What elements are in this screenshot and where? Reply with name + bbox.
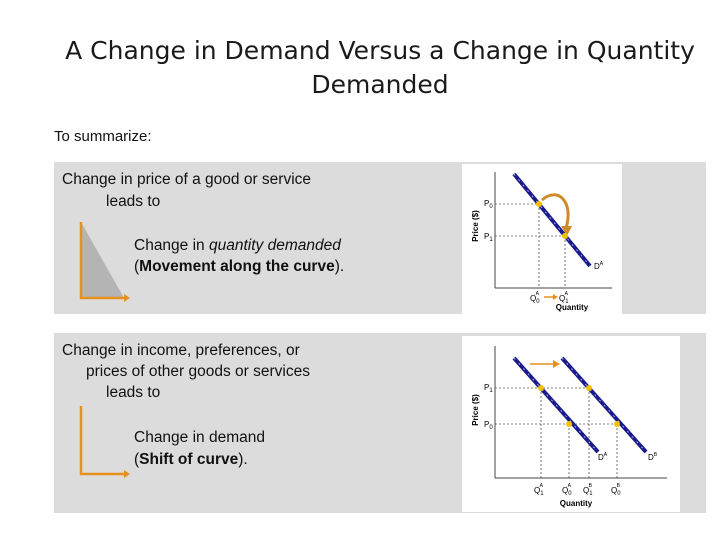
q0a-label: Q0A (562, 483, 572, 497)
movement-along-curve-graph: Price ($) Quantity P0 P1 Q0A Q1A DA (462, 164, 622, 314)
x-axis-label: Quantity (556, 303, 589, 312)
point-p0-q0 (536, 201, 542, 207)
point-a-p1 (538, 385, 544, 391)
y-axis-label: Price ($) (471, 210, 480, 242)
demand-shift-line-2: prices of other goods or services (86, 363, 310, 380)
p0-label: P0 (484, 420, 493, 431)
q1a-label: Q1A (534, 483, 544, 497)
q0a-label: Q0A (530, 291, 540, 305)
p1-label: P1 (484, 383, 493, 394)
q0b-label: Q0B (611, 483, 621, 497)
shift-of-curve-graph: Price ($) Quantity P1 P0 Q1A Q0A Q1B Q0B… (462, 336, 680, 512)
p1-label: P1 (484, 232, 493, 243)
p0-label: P0 (484, 199, 493, 210)
movement-along-curve-line: (Movement along the curve). (134, 258, 345, 275)
price-change-line-1: Change in price of a good or service (62, 171, 312, 188)
title-line-1: A Change in Demand Versus a Change in Qu… (65, 36, 695, 65)
shift-of-curve-line: (Shift of curve). (134, 451, 248, 468)
demand-curve-b-label: DB (648, 452, 658, 462)
quantity-demanded-line: Change in quantity demanded (134, 237, 341, 254)
demand-curve-a-label: DA (598, 452, 608, 462)
corner-arrow-icon (79, 406, 130, 478)
summary-text: To summarize: (54, 128, 152, 145)
slide-title: A Change in Demand Versus a Change in Qu… (60, 34, 700, 102)
gray-wedge-arrow-icon (79, 222, 130, 302)
title-line-2: Demanded (311, 70, 449, 99)
price-change-line-2: leads to (106, 193, 161, 210)
q1b-label: Q1B (583, 483, 593, 497)
point-b-p0 (614, 421, 620, 427)
change-in-demand-line: Change in demand (134, 429, 265, 446)
q1a-label: Q1A (559, 291, 569, 305)
demand-shift-line-1: Change in income, preferences, or (62, 342, 300, 359)
x-axis-label: Quantity (560, 499, 593, 508)
demand-curve-label: DA (594, 261, 604, 271)
point-a-p0 (566, 421, 572, 427)
y-axis-label: Price ($) (471, 394, 480, 426)
point-p1-q1 (562, 233, 568, 239)
demand-shift-line-3: leads to (106, 384, 161, 401)
demand-curve-a (512, 172, 592, 268)
point-b-p1 (586, 385, 592, 391)
